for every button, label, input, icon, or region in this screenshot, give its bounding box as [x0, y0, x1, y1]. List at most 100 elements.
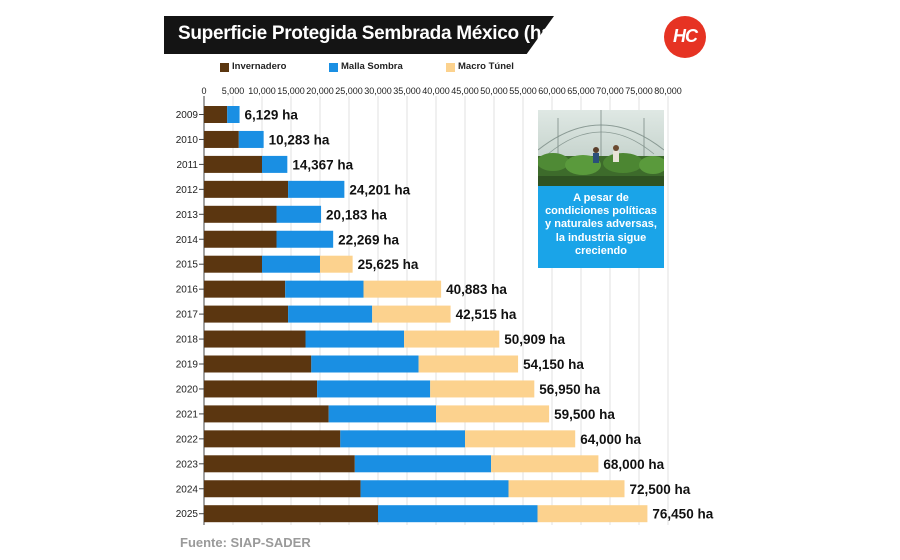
bar-malla-sombra-2016	[285, 280, 364, 298]
bar-malla-sombra-2021	[328, 405, 436, 423]
x-tick-label: 25,000	[335, 86, 363, 96]
y-tick-label: 2013	[176, 210, 199, 221]
x-tick-label: 65,000	[567, 86, 595, 96]
bar-malla-sombra-2014	[276, 230, 334, 248]
bar-invernadero-2012	[204, 180, 289, 198]
greenhouse-photo	[538, 110, 664, 186]
total-label: 20,183 ha	[326, 207, 387, 222]
bar-malla-sombra-2017	[288, 305, 373, 323]
x-tick-label: 60,000	[538, 86, 566, 96]
bar-malla-sombra-2020	[317, 380, 431, 398]
bar-invernadero-2020	[204, 380, 318, 398]
title-bar	[164, 16, 554, 54]
bar-invernadero-2024	[204, 480, 361, 498]
x-tick-label: 20,000	[306, 86, 334, 96]
bar-invernadero-2014	[204, 230, 277, 248]
total-label: 64,000 ha	[580, 432, 641, 447]
total-label: 10,283 ha	[269, 132, 330, 147]
bar-macro-t-nel-2023	[491, 455, 599, 473]
x-tick-label: 55,000	[509, 86, 537, 96]
bar-malla-sombra-2022	[340, 430, 465, 448]
bar-invernadero-2011	[204, 155, 262, 173]
x-tick-label: 5,000	[222, 86, 245, 96]
bar-invernadero-2015	[204, 255, 262, 273]
bar-malla-sombra-2018	[305, 330, 405, 348]
logo	[664, 16, 706, 58]
bar-invernadero-2010	[204, 130, 239, 148]
y-tick-label: 2020	[176, 384, 199, 395]
bar-macro-t-nel-2018	[404, 330, 500, 348]
bar-macro-t-nel-2021	[436, 405, 550, 423]
legend-label-malla-sombra: Malla Sombra	[341, 61, 403, 72]
y-tick-label: 2019	[176, 360, 199, 371]
y-tick-label: 2014	[176, 235, 199, 246]
x-tick-label: 80,000	[654, 86, 682, 96]
y-tick-label: 2009	[176, 110, 199, 121]
y-tick-label: 2016	[176, 285, 199, 296]
y-tick-label: 2011	[176, 160, 198, 171]
y-tick-label: 2024	[176, 484, 199, 495]
total-label: 25,625 ha	[358, 257, 419, 272]
total-label: 42,515 ha	[456, 307, 517, 322]
x-tick-label: 30,000	[364, 86, 392, 96]
y-tick-label: 2017	[176, 310, 199, 321]
bar-macro-t-nel-2019	[418, 355, 519, 373]
y-tick-label: 2023	[176, 459, 199, 470]
bar-invernadero-2022	[204, 430, 341, 448]
y-tick-label: 2022	[176, 434, 199, 445]
total-label: 50,909 ha	[504, 332, 565, 347]
y-tick-label: 2015	[176, 260, 199, 271]
bar-malla-sombra-2010	[238, 130, 264, 148]
total-label: 68,000 ha	[603, 457, 664, 472]
total-label: 59,500 ha	[554, 407, 615, 422]
x-tick-label: 70,000	[596, 86, 624, 96]
x-tick-label: 10,000	[248, 86, 276, 96]
bar-malla-sombra-2019	[311, 355, 419, 373]
y-tick-label: 2025	[176, 509, 199, 520]
y-tick-label: 2018	[176, 335, 199, 346]
total-label: 40,883 ha	[446, 282, 507, 297]
legend-swatch-macro-tunel	[446, 63, 455, 72]
total-label: 24,201 ha	[349, 182, 410, 197]
y-tick-label: 2010	[176, 135, 199, 146]
bar-malla-sombra-2012	[288, 180, 345, 198]
bar-macro-t-nel-2015	[320, 255, 353, 273]
total-label: 14,367 ha	[292, 157, 353, 172]
logo-text: HC	[673, 26, 698, 46]
bar-malla-sombra-2025	[378, 505, 538, 523]
legend-label-macro-tunel: Macro Túnel	[458, 61, 514, 72]
x-tick-label: 75,000	[625, 86, 653, 96]
x-tick-label: 0	[201, 86, 206, 96]
bar-malla-sombra-2024	[360, 480, 509, 498]
y-tick-label: 2012	[176, 185, 199, 196]
bar-malla-sombra-2011	[262, 155, 288, 173]
bar-malla-sombra-2015	[262, 255, 320, 273]
bar-invernadero-2018	[204, 330, 306, 348]
legend-swatch-malla-sombra	[329, 63, 338, 72]
bar-macro-t-nel-2022	[465, 430, 576, 448]
bar-invernadero-2013	[204, 205, 277, 223]
total-label: 56,950 ha	[539, 382, 600, 397]
bar-invernadero-2021	[204, 405, 329, 423]
total-label: 22,269 ha	[338, 232, 399, 247]
total-label: 72,500 ha	[630, 482, 691, 497]
x-tick-label: 40,000	[422, 86, 450, 96]
x-tick-label: 15,000	[277, 86, 305, 96]
total-label: 6,129 ha	[245, 108, 299, 123]
bar-invernadero-2019	[204, 355, 312, 373]
bar-invernadero-2016	[204, 280, 286, 298]
bar-malla-sombra-2009	[227, 106, 240, 123]
x-tick-label: 50,000	[480, 86, 508, 96]
y-tick-label: 2021	[176, 409, 199, 420]
info-text: A pesar de condiciones políticas y natur…	[545, 192, 657, 257]
bar-macro-t-nel-2017	[372, 305, 451, 323]
total-label: 54,150 ha	[523, 357, 584, 372]
bar-malla-sombra-2013	[276, 205, 322, 223]
bar-invernadero-2017	[204, 305, 289, 323]
bar-macro-t-nel-2025	[537, 505, 648, 523]
legend-swatch-invernadero	[220, 63, 229, 72]
source-note: Fuente: SIAP-SADER	[180, 535, 311, 550]
bar-invernadero-2025	[204, 505, 378, 523]
total-label: 76,450 ha	[652, 507, 713, 522]
